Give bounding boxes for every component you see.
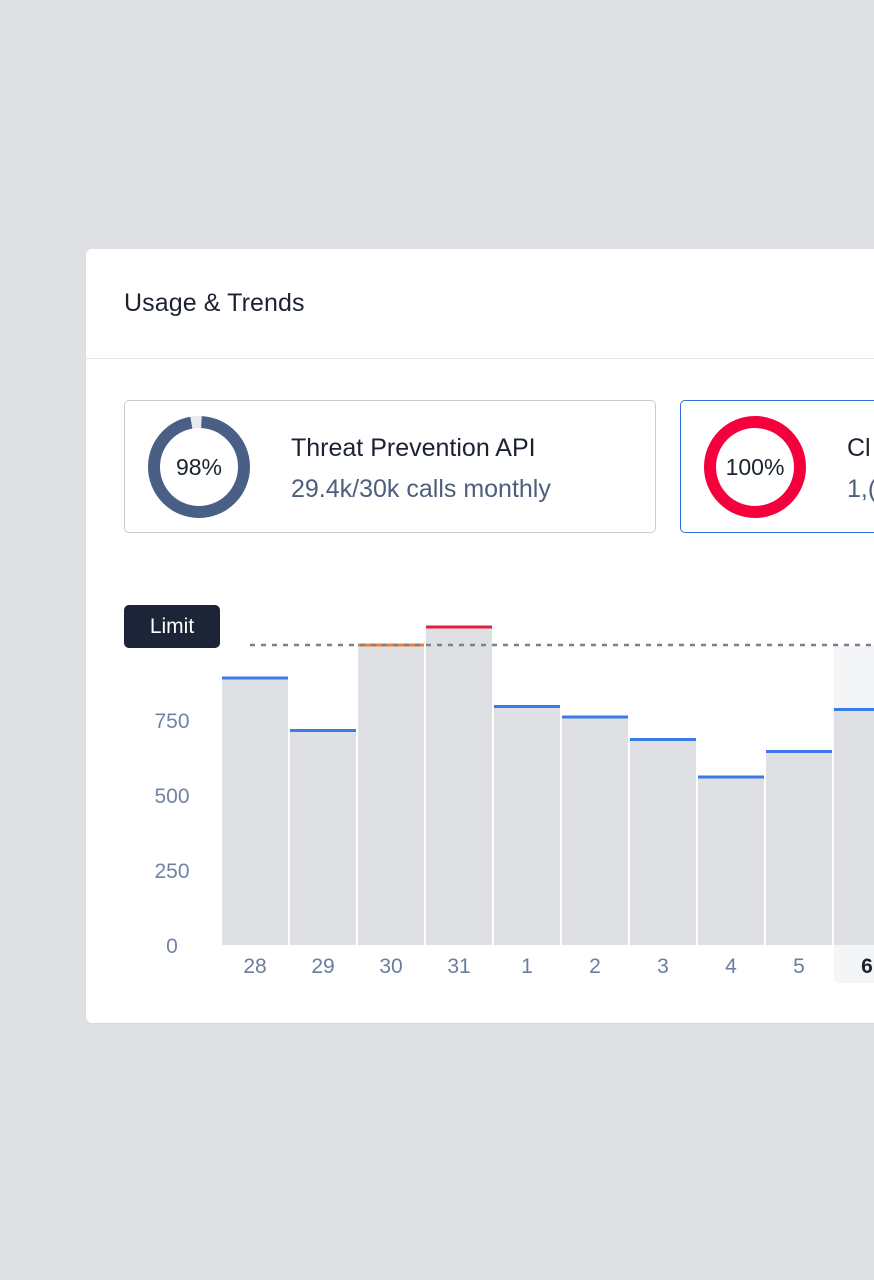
usage-tile-threat-prevention[interactable]: 98% Threat Prevention API 29.4k/30k call… xyxy=(124,400,656,533)
x-tick-label: 5 xyxy=(793,955,805,978)
tile-name: Threat Prevention API xyxy=(291,434,536,462)
y-tick-label: 750 xyxy=(154,710,189,733)
bar-3[interactable] xyxy=(630,739,696,946)
tile-detail: 29.4k/30k calls monthly xyxy=(291,475,551,503)
bar-6[interactable] xyxy=(834,709,874,946)
tile-name: Cl xyxy=(847,434,871,462)
usage-tile-second[interactable]: 100% Cl 1,( xyxy=(680,400,874,533)
bar-2[interactable] xyxy=(562,717,628,945)
x-tick-label: 28 xyxy=(243,955,266,978)
y-tick-label: 500 xyxy=(154,785,189,808)
bar-29[interactable] xyxy=(290,730,356,946)
bar-30[interactable] xyxy=(358,645,424,945)
x-tick-label: 31 xyxy=(447,955,470,978)
x-tick-label: 4 xyxy=(725,955,737,978)
bar-cap-30 xyxy=(358,643,424,647)
x-tick-label: 6 xyxy=(861,955,873,978)
usage-donut xyxy=(704,416,806,518)
bar-cap-4 xyxy=(698,775,764,779)
bar-cap-3 xyxy=(630,738,696,741)
card-header: Usage & Trends xyxy=(86,249,874,359)
bar-4[interactable] xyxy=(698,777,764,945)
usage-trends-card: Usage & Trends 98% Threat Prevention API… xyxy=(86,249,874,1023)
x-tick-label: 2 xyxy=(589,955,601,978)
card-title: Usage & Trends xyxy=(124,289,305,317)
x-tick-label: 29 xyxy=(311,955,334,978)
usage-percent: 98% xyxy=(175,454,223,480)
usage-percent: 100% xyxy=(725,454,785,480)
bar-cap-6 xyxy=(834,708,874,711)
bar-1[interactable] xyxy=(494,706,560,946)
bar-5[interactable] xyxy=(766,751,832,946)
bar-cap-28 xyxy=(222,676,288,680)
tile-detail: 1,( xyxy=(847,475,874,503)
x-tick-label: 3 xyxy=(657,955,669,978)
x-tick-label: 1 xyxy=(521,955,533,978)
bar-cap-1 xyxy=(494,705,560,708)
usage-bar-chart: 0 250 500 750 28 29 30 31 1 2 3 4 5 6 xyxy=(154,625,874,983)
usage-donut-arc xyxy=(704,416,806,518)
x-tick-label: 30 xyxy=(379,955,402,978)
bar-cap-29 xyxy=(290,729,356,732)
bar-cap-2 xyxy=(562,715,628,719)
limit-badge: Limit xyxy=(124,605,220,648)
usage-donut xyxy=(148,416,250,518)
bar-31[interactable] xyxy=(426,627,492,945)
usage-donut-arc xyxy=(148,416,250,518)
bar-cap-31 xyxy=(426,625,492,629)
y-tick-label: 250 xyxy=(154,860,189,883)
bar-cap-5 xyxy=(766,750,832,753)
y-tick-label: 0 xyxy=(166,935,178,958)
bar-28[interactable] xyxy=(222,678,288,945)
